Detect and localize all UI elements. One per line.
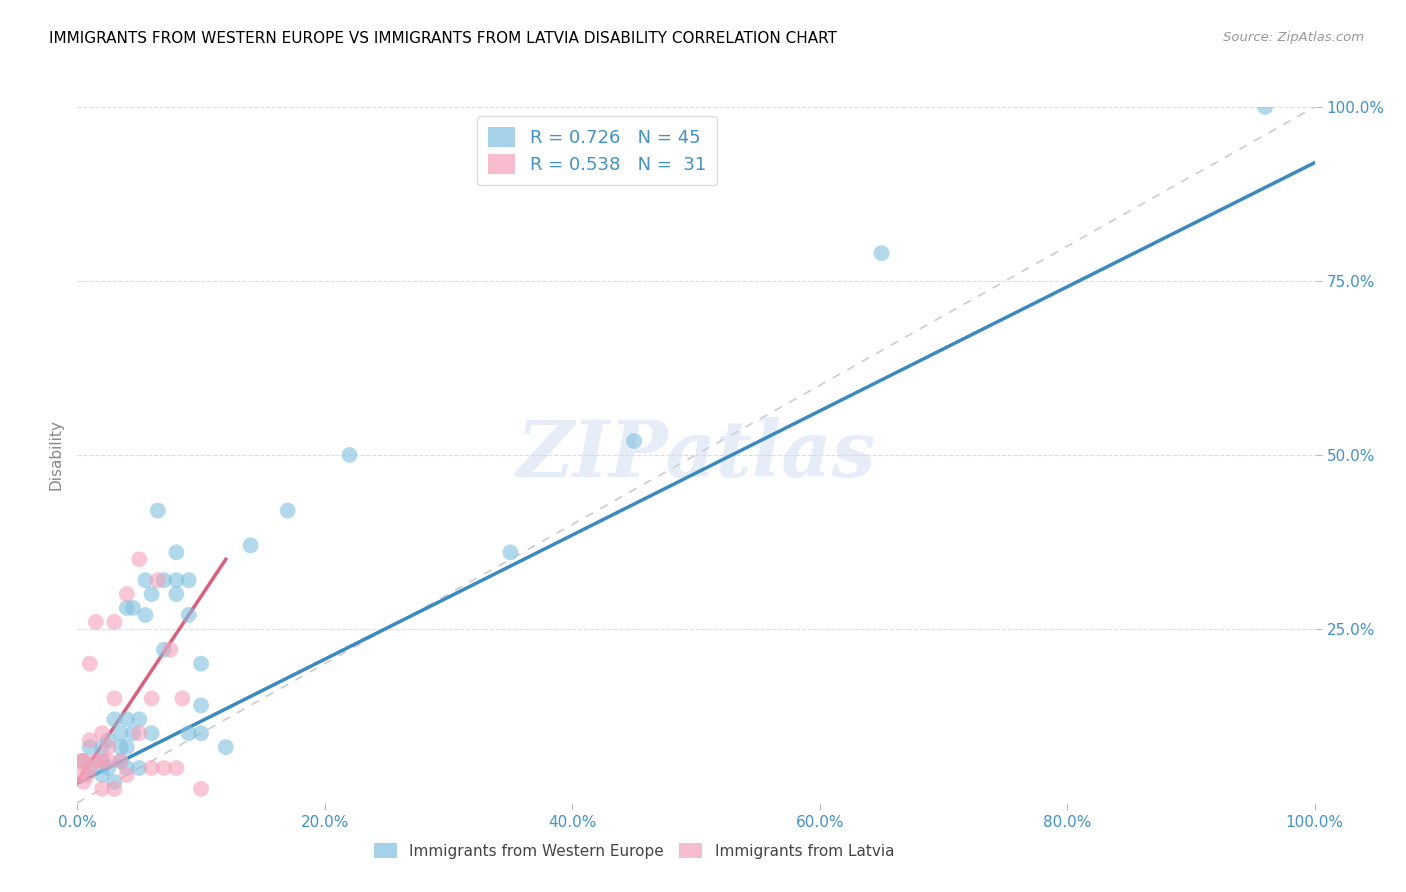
Point bbox=[215, 740, 238, 755]
Point bbox=[134, 607, 156, 622]
Point bbox=[115, 761, 138, 775]
Point bbox=[91, 781, 114, 796]
Point bbox=[177, 726, 200, 740]
Legend: Immigrants from Western Europe, Immigrants from Latvia: Immigrants from Western Europe, Immigran… bbox=[368, 837, 900, 864]
Point bbox=[499, 545, 522, 559]
Point bbox=[70, 754, 93, 768]
Point bbox=[134, 573, 156, 587]
Text: Source: ZipAtlas.com: Source: ZipAtlas.com bbox=[1223, 31, 1364, 45]
Point bbox=[153, 642, 176, 657]
Point bbox=[870, 246, 893, 260]
Point bbox=[110, 754, 132, 768]
Point bbox=[128, 726, 150, 740]
Point bbox=[97, 740, 120, 755]
Point bbox=[153, 761, 176, 775]
Point bbox=[103, 781, 125, 796]
Point bbox=[172, 691, 194, 706]
Point bbox=[103, 615, 125, 629]
Point bbox=[141, 691, 163, 706]
Point bbox=[103, 712, 125, 726]
Point bbox=[79, 761, 101, 775]
Point bbox=[91, 768, 114, 782]
Point bbox=[115, 768, 138, 782]
Point bbox=[110, 740, 132, 755]
Point bbox=[97, 733, 120, 747]
Point bbox=[122, 601, 145, 615]
Point bbox=[76, 768, 98, 782]
Point bbox=[153, 573, 176, 587]
Point bbox=[110, 754, 132, 768]
Point bbox=[165, 587, 187, 601]
Text: IMMIGRANTS FROM WESTERN EUROPE VS IMMIGRANTS FROM LATVIA DISABILITY CORRELATION : IMMIGRANTS FROM WESTERN EUROPE VS IMMIGR… bbox=[49, 31, 837, 46]
Point bbox=[1254, 100, 1277, 114]
Point bbox=[128, 761, 150, 775]
Point bbox=[277, 503, 299, 517]
Point bbox=[115, 587, 138, 601]
Point bbox=[115, 740, 138, 755]
Point bbox=[115, 712, 138, 726]
Point bbox=[97, 761, 120, 775]
Point bbox=[97, 754, 120, 768]
Point bbox=[165, 573, 187, 587]
Point bbox=[141, 726, 163, 740]
Point bbox=[91, 740, 114, 755]
Point bbox=[84, 754, 107, 768]
Point bbox=[91, 754, 114, 768]
Point bbox=[72, 754, 94, 768]
Point bbox=[146, 503, 169, 517]
Point bbox=[190, 698, 212, 713]
Y-axis label: Disability: Disability bbox=[48, 419, 63, 491]
Point bbox=[91, 754, 114, 768]
Text: ZIPatlas: ZIPatlas bbox=[516, 417, 876, 493]
Point bbox=[128, 712, 150, 726]
Point bbox=[141, 587, 163, 601]
Point bbox=[79, 740, 101, 755]
Point bbox=[72, 754, 94, 768]
Point bbox=[115, 601, 138, 615]
Point bbox=[239, 538, 262, 552]
Point bbox=[159, 642, 181, 657]
Point bbox=[165, 761, 187, 775]
Point bbox=[103, 775, 125, 789]
Point bbox=[103, 691, 125, 706]
Point bbox=[190, 726, 212, 740]
Point bbox=[339, 448, 361, 462]
Point bbox=[190, 657, 212, 671]
Point bbox=[128, 552, 150, 566]
Point bbox=[79, 657, 101, 671]
Point bbox=[110, 726, 132, 740]
Point bbox=[141, 761, 163, 775]
Point bbox=[623, 434, 645, 448]
Point bbox=[190, 781, 212, 796]
Point bbox=[72, 775, 94, 789]
Point bbox=[69, 768, 91, 782]
Point bbox=[146, 573, 169, 587]
Point bbox=[122, 726, 145, 740]
Point bbox=[91, 726, 114, 740]
Point bbox=[84, 615, 107, 629]
Point bbox=[177, 573, 200, 587]
Point bbox=[177, 607, 200, 622]
Point bbox=[79, 761, 101, 775]
Point bbox=[165, 545, 187, 559]
Point bbox=[79, 733, 101, 747]
